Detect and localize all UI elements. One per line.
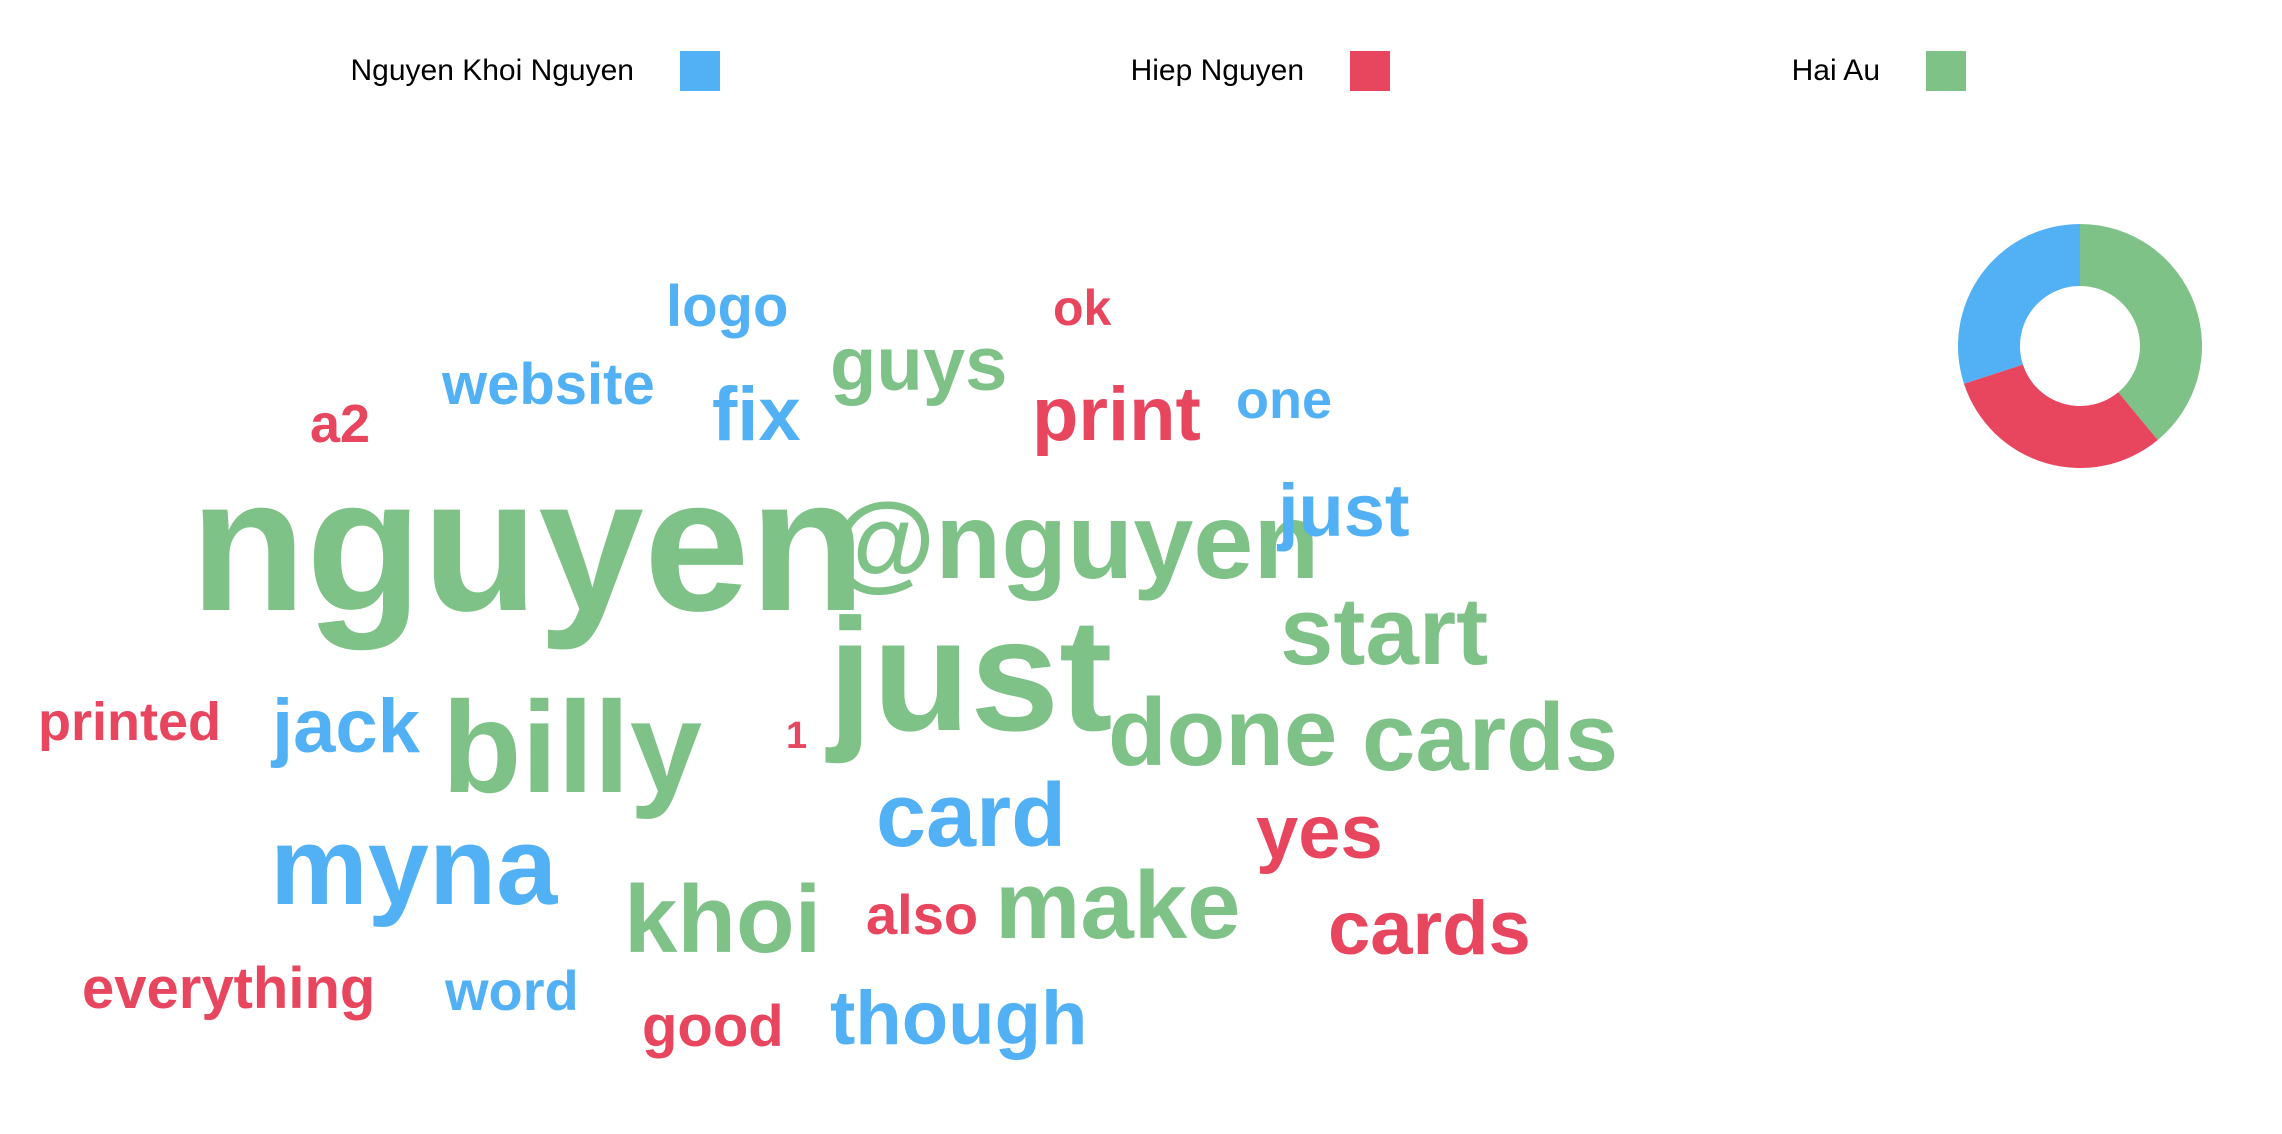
word-a2-27: a2 — [310, 394, 370, 454]
word-good-25: good — [642, 994, 784, 1059]
word-yes-22: yes — [1256, 790, 1383, 875]
word-guys-9: guys — [830, 322, 1007, 407]
word-cards-21: cards — [1328, 886, 1531, 971]
legend-item-hiep-nguyen[interactable]: Hiep Nguyen — [1080, 51, 1390, 91]
word-1-29: 1 — [786, 715, 807, 757]
word-also-26: also — [866, 883, 978, 946]
legend-item-nguyen-khoi-nguyen[interactable]: Nguyen Khoi Nguyen — [300, 51, 720, 91]
donut-slice-hiep-nguyen — [1963, 364, 2158, 468]
word-just-2: just — [825, 585, 1112, 764]
legend-label: Hai Au — [1791, 54, 1880, 87]
legend-swatch — [680, 51, 720, 91]
legend-item-hai-au[interactable]: Hai Au — [1740, 51, 1966, 91]
word-printed-23: printed — [38, 692, 221, 752]
word-everything-24: everything — [82, 956, 375, 1021]
word-khoi-7: khoi — [624, 866, 821, 973]
word-fix-15: fix — [712, 372, 801, 457]
legend-swatch — [1350, 51, 1390, 91]
word-start-4: start — [1280, 578, 1488, 685]
donut-slice-nguyen-khoi-nguyen — [1958, 224, 2080, 384]
word-card-11: card — [876, 766, 1066, 866]
word-one-18: one — [1236, 370, 1332, 430]
word-nguyen-0: nguyen — [190, 439, 866, 651]
legend-swatch — [1926, 51, 1966, 91]
legend-label: Hiep Nguyen — [1130, 54, 1304, 87]
word-myna-10: myna — [270, 805, 558, 928]
word-make-8: make — [995, 852, 1241, 959]
legend-label: Nguyen Khoi Nguyen — [350, 54, 634, 87]
word-print-20: print — [1032, 372, 1201, 457]
word-website-16: website — [441, 352, 655, 417]
word-jack-12: jack — [270, 684, 421, 769]
word-ok-28: ok — [1053, 280, 1112, 336]
word-word-19: word — [444, 959, 579, 1022]
word-billy-3: billy — [442, 674, 702, 820]
word-though-13: though — [830, 976, 1087, 1061]
donut-slice-hai-au — [2080, 224, 2202, 441]
word-just-14: just — [1276, 469, 1410, 552]
word-done-5: done — [1108, 679, 1337, 786]
word-logo-17: logo — [666, 274, 788, 339]
word-nguyen-1: @nguyen — [830, 480, 1319, 601]
donut-chart — [1958, 224, 2202, 468]
word-cards-6: cards — [1362, 684, 1618, 791]
